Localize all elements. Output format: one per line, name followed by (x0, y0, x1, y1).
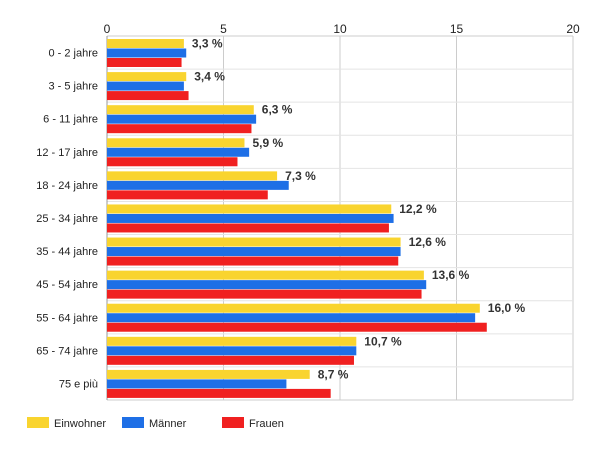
legend-swatch-einwohner (27, 417, 49, 428)
bar-männer-6 (107, 247, 401, 257)
bar-frauen-1 (107, 91, 189, 101)
data-label-1: 3,4 % (194, 70, 225, 84)
data-labels: 3,3 % 3,4 % 6,3 % 5,9 % 7,3 % 12,2 % 12,6 % 13,… (192, 37, 526, 382)
bar-frauen-5 (107, 223, 389, 233)
data-label-8: 16,0 % (488, 301, 526, 315)
data-label-0: 3,3 % (192, 37, 223, 51)
data-label-10: 8,7 % (318, 367, 349, 381)
data-label-6: 12,6 % (409, 235, 447, 249)
data-label-3: 5,9 % (252, 136, 283, 150)
category-label-9: 65 - 74 jahre (36, 345, 98, 357)
category-label-2: 6 - 11 jahre (43, 114, 98, 126)
bar-frauen-0 (107, 58, 182, 67)
bar-frauen-7 (107, 289, 422, 299)
data-label-7: 13,6 % (432, 268, 470, 282)
bar-frauen-10 (107, 388, 331, 398)
category-labels: 0 - 2 jahre 3 - 5 jahre 6 - 11 jahre 12 - 1… (36, 48, 98, 391)
bar-männer-4 (107, 180, 289, 190)
bar-männer-9 (107, 346, 357, 356)
bar-einwohner-2 (107, 105, 254, 115)
category-label-6: 35 - 44 jahre (36, 246, 98, 258)
bar-frauen-9 (107, 355, 354, 365)
bar-einwohner-0 (107, 39, 184, 48)
bar-einwohner-7 (107, 270, 424, 280)
bar-einwohner-5 (107, 204, 392, 214)
bar-einwohner-1 (107, 72, 187, 82)
category-label-1: 3 - 5 jahre (48, 81, 98, 93)
legend-label-männer: Männer (149, 418, 187, 430)
data-label-2: 6,3 % (262, 103, 293, 117)
legend-swatch-frauen (222, 417, 244, 428)
x-tick-label-2: 10 (333, 22, 347, 36)
category-label-0: 0 - 2 jahre (48, 48, 98, 60)
data-label-5: 12,2 % (399, 202, 437, 216)
bar-männer-1 (107, 81, 184, 91)
bar-männer-2 (107, 114, 257, 124)
bar-männer-3 (107, 147, 250, 157)
bar-einwohner-3 (107, 138, 245, 148)
category-label-10: 75 e più (59, 378, 98, 390)
category-label-3: 12 - 17 jahre (36, 147, 98, 159)
category-label-5: 25 - 34 jahre (36, 213, 98, 225)
bar-frauen-4 (107, 190, 268, 200)
bar-einwohner-4 (107, 171, 278, 181)
bar-einwohner-10 (107, 369, 310, 379)
legend: Einwohner Männer Frauen (27, 417, 284, 430)
grid-lines (106, 35, 574, 401)
category-label-4: 18 - 24 jahre (36, 180, 98, 192)
bar-frauen-6 (107, 256, 399, 266)
legend-label-frauen: Frauen (249, 418, 284, 430)
data-label-4: 7,3 % (285, 169, 316, 183)
x-axis-ticks: 0 5 10 15 20 (104, 22, 580, 36)
data-label-9: 10,7 % (364, 334, 402, 348)
x-tick-label-3: 15 (450, 22, 464, 36)
bar-einwohner-9 (107, 336, 357, 346)
legend-label-einwohner: Einwohner (54, 418, 106, 430)
x-tick-label-4: 20 (566, 22, 580, 36)
category-label-7: 45 - 54 jahre (36, 279, 98, 291)
bar-männer-10 (107, 379, 287, 389)
bar-einwohner-8 (107, 303, 480, 313)
bar-frauen-2 (107, 124, 252, 134)
x-tick-label-1: 5 (220, 22, 227, 36)
bar-männer-5 (107, 213, 394, 223)
bar-frauen-8 (107, 322, 487, 332)
bar-männer-8 (107, 313, 476, 323)
bar-männer-7 (107, 280, 427, 290)
bar-männer-0 (107, 48, 187, 58)
category-label-8: 55 - 64 jahre (36, 312, 98, 324)
bar-einwohner-6 (107, 237, 401, 247)
x-tick-label-0: 0 (104, 22, 111, 36)
bars (107, 39, 487, 398)
legend-swatch-männer (122, 417, 144, 428)
bar-frauen-3 (107, 157, 238, 167)
